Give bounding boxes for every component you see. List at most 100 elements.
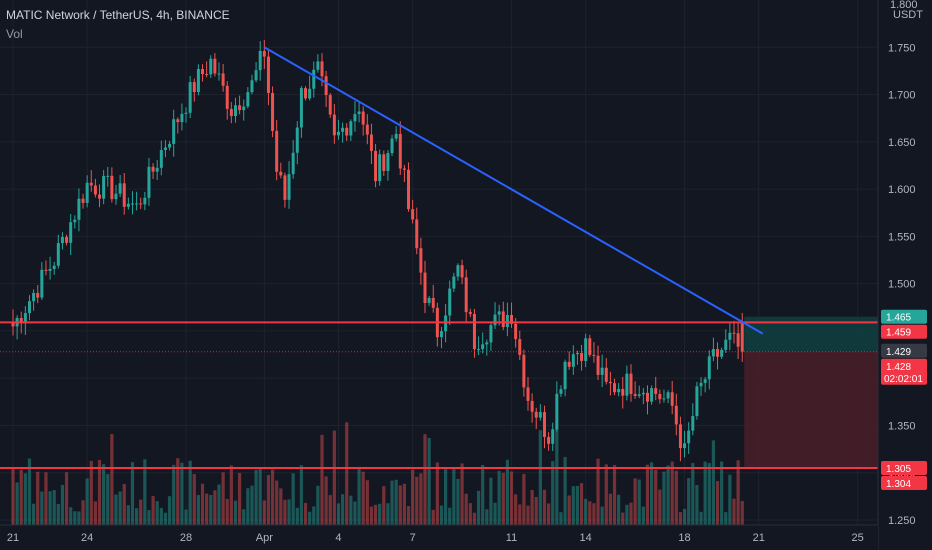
- volume-bar: [213, 490, 217, 525]
- volume-bar: [724, 512, 728, 525]
- volume-bar: [522, 474, 526, 525]
- price-badge: [881, 343, 927, 358]
- volume-bar: [427, 437, 431, 525]
- candle-body: [608, 381, 612, 384]
- time-axis[interactable]: 21 24 28 Apr 4 7 11 14 18 21 25: [0, 524, 878, 550]
- candle-body: [275, 130, 279, 172]
- volume-bar: [299, 465, 303, 525]
- candle-body: [266, 56, 270, 94]
- candle-body: [650, 388, 654, 402]
- volume-bar: [89, 460, 93, 525]
- volume-bar: [143, 459, 147, 525]
- candle-body: [246, 92, 250, 107]
- volume-bar: [567, 495, 571, 525]
- volume-bar: [221, 472, 225, 525]
- volume-bar: [151, 496, 155, 525]
- volume-bar: [188, 460, 192, 525]
- volume-bar: [555, 427, 559, 525]
- volume-bar: [485, 509, 489, 525]
- volume-bar: [559, 512, 563, 525]
- candle-body: [526, 387, 530, 401]
- volume-bar: [93, 501, 97, 525]
- candle-body: [703, 379, 707, 383]
- candle-body: [472, 313, 476, 350]
- volume-bar: [682, 508, 687, 525]
- candle-body: [283, 175, 287, 200]
- candle-body: [19, 317, 23, 324]
- volume-bar: [229, 465, 233, 525]
- candle-body: [666, 392, 670, 399]
- volume-bar: [514, 494, 518, 525]
- volume-bar: [411, 469, 415, 525]
- candle-body: [497, 311, 501, 315]
- candle-body: [89, 182, 93, 186]
- volume-bar: [415, 476, 419, 525]
- volume-bar: [118, 491, 122, 525]
- countdown-label: 02:02:01: [884, 374, 923, 385]
- volume-bar: [365, 480, 369, 525]
- candle-body: [102, 175, 106, 199]
- price-badge-label: 1.428: [886, 362, 911, 373]
- candle-body: [427, 297, 431, 304]
- candle-body: [575, 353, 579, 355]
- candle-body: [670, 392, 674, 406]
- drawings[interactable]: [0, 46, 878, 469]
- volume-bar: [135, 508, 139, 525]
- volume-label[interactable]: Vol: [6, 27, 23, 41]
- candle-body: [159, 150, 163, 168]
- candle-body: [530, 400, 534, 412]
- y-tick-label: 1.350: [888, 420, 916, 432]
- volume-bar: [695, 484, 699, 525]
- candle-body: [180, 113, 184, 123]
- candle-body: [460, 265, 464, 278]
- y-tick-label: 1.600: [888, 184, 916, 196]
- volume-bar: [316, 485, 320, 525]
- volume-bar: [563, 456, 567, 525]
- candle-body: [353, 114, 357, 122]
- candle-body: [629, 373, 633, 394]
- volume-bar: [200, 483, 205, 525]
- volume-bar: [36, 471, 40, 525]
- candle-body: [36, 292, 40, 298]
- volume-bar: [728, 474, 732, 525]
- volume-bar: [295, 507, 299, 525]
- trendline: [263, 46, 764, 335]
- candle-body: [23, 313, 27, 324]
- candle-body: [592, 354, 596, 356]
- price-badge: [881, 309, 927, 324]
- candle-body: [44, 269, 48, 271]
- symbol-title[interactable]: MATIC Network / TetherUS, 4h, BINANCE: [6, 8, 230, 22]
- volume-bar: [349, 495, 353, 525]
- volume-bar: [254, 469, 258, 525]
- stop-zone: [744, 351, 878, 468]
- volume-bar: [732, 498, 736, 525]
- candle-body: [48, 268, 52, 271]
- candle-body: [604, 367, 608, 382]
- candle-body: [534, 411, 538, 418]
- volume-bar: [258, 468, 262, 525]
- volume-bar: [612, 464, 617, 525]
- price-badge-label: 1.304: [886, 479, 911, 490]
- volume-bar: [530, 489, 534, 525]
- price-badge: [881, 358, 927, 385]
- candle-body: [505, 314, 509, 328]
- candle-body: [394, 133, 398, 139]
- volume-bar: [398, 485, 402, 525]
- candle-body: [481, 344, 485, 350]
- volume-bar: [139, 499, 143, 525]
- candle-body: [448, 288, 452, 316]
- candle-body: [56, 243, 60, 266]
- candle-body: [188, 82, 192, 113]
- x-tick-label: 14: [580, 532, 592, 544]
- volume-bar: [472, 512, 477, 525]
- candle-body: [151, 166, 155, 172]
- volume-bar: [373, 504, 378, 525]
- position-zones[interactable]: [744, 316, 878, 468]
- volume-bar: [159, 507, 163, 525]
- volume-bar: [147, 510, 151, 525]
- volume-bar: [77, 511, 81, 525]
- volume-bar: [678, 512, 683, 525]
- candle-body: [324, 76, 328, 96]
